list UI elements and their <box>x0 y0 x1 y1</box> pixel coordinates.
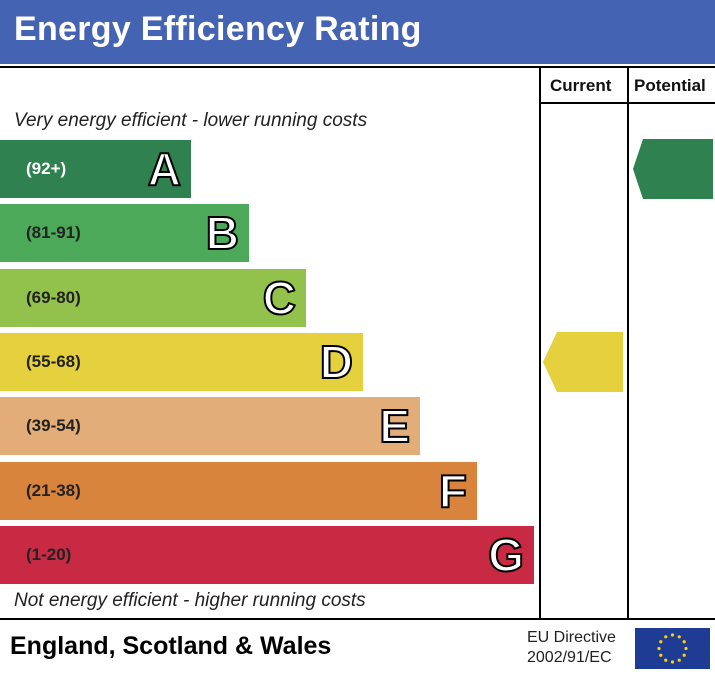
footer-country: England, Scotland & Wales <box>10 632 332 660</box>
band-letter-a: A <box>147 142 182 196</box>
eu-star <box>670 660 675 664</box>
divider-potential <box>627 66 629 620</box>
eu-star <box>664 635 668 639</box>
title-bar: Energy Efficiency Rating <box>0 0 715 64</box>
potential-arrow-shape <box>633 139 713 199</box>
band-e: (39-54) E <box>0 397 420 456</box>
band-d: (55-68) D <box>0 332 363 391</box>
bottom-note: Not energy efficient - higher running co… <box>14 590 366 611</box>
band-letter-g: G <box>487 528 525 582</box>
potential-rating-arrow: 107 <box>633 139 713 253</box>
eu-star <box>682 640 686 644</box>
current-rating-value: 68 <box>568 407 606 446</box>
band-letter-f: F <box>438 464 468 518</box>
eu-star <box>677 658 681 662</box>
band-range-c: (69-80) <box>26 287 81 307</box>
band-range-b: (81-91) <box>26 223 81 243</box>
eu-star <box>659 640 663 644</box>
eu-flag-icon <box>635 628 710 669</box>
band-range-e: (39-54) <box>26 416 81 436</box>
rating-frame <box>0 66 715 620</box>
eu-star <box>659 653 663 657</box>
eu-star <box>677 635 681 639</box>
band-letter-c: C <box>262 271 297 325</box>
potential-column-header: Potential <box>634 76 706 95</box>
eu-directive-line1: EU Directive <box>527 629 616 646</box>
eu-star <box>664 658 668 662</box>
band-c: (69-80) C <box>0 268 306 327</box>
band-b: (81-91) B <box>0 204 249 263</box>
eu-directive-line2: 2002/91/EC <box>527 649 612 666</box>
band-letter-b: B <box>205 206 240 260</box>
current-rating-arrow: 68 <box>543 331 623 446</box>
current-column-header: Current <box>550 76 612 95</box>
band-g: (1-20) G <box>0 525 534 584</box>
band-a: (92+) A <box>0 140 191 198</box>
band-letter-d: D <box>319 335 354 389</box>
eu-star <box>684 646 688 651</box>
band-range-d: (55-68) <box>26 351 81 371</box>
footer: England, Scotland & Wales EU Directive 2… <box>0 620 715 674</box>
current-arrow-shape <box>543 331 623 392</box>
header-underline <box>539 102 715 104</box>
band-range-a: (92+) <box>26 159 67 178</box>
eu-directive-text: EU Directive 2002/91/EC <box>527 628 616 668</box>
band-f: (21-38) F <box>0 461 477 520</box>
potential-rating-value: 107 <box>648 215 706 253</box>
divider-current <box>539 66 541 620</box>
eu-star <box>682 653 686 657</box>
top-note: Very energy efficient - lower running co… <box>14 110 368 131</box>
eu-star <box>657 646 661 651</box>
page-title: Energy Efficiency Rating <box>14 10 422 48</box>
band-range-g: (1-20) <box>26 544 72 564</box>
band-range-f: (21-38) <box>26 480 81 500</box>
eu-star <box>670 633 675 637</box>
band-letter-e: E <box>378 399 411 453</box>
